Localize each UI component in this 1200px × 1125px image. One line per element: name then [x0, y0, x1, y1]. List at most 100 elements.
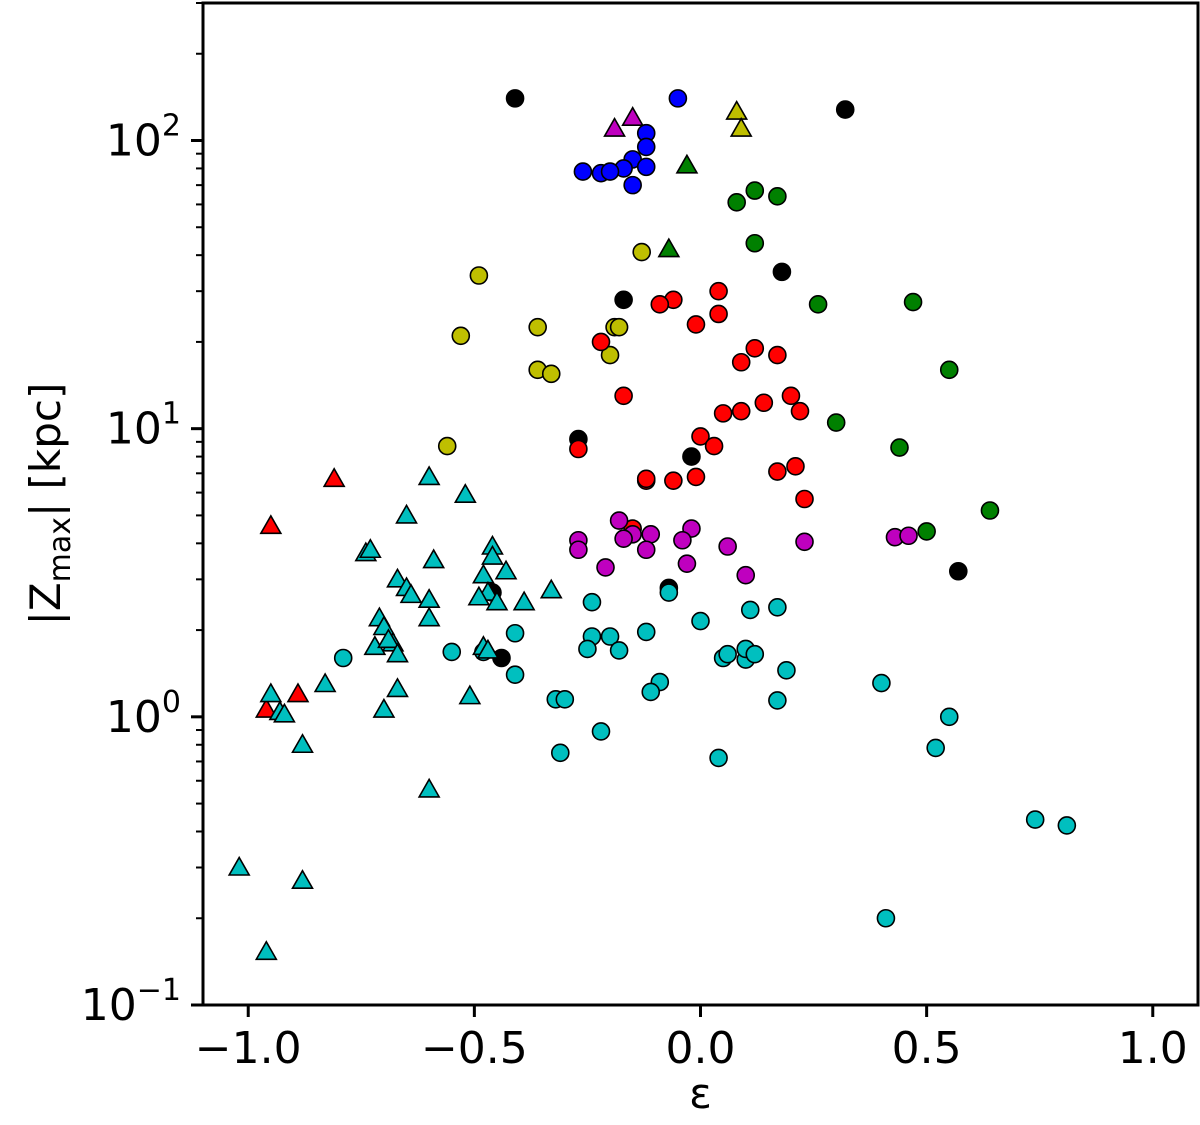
circle-marker	[442, 642, 462, 662]
circle-marker	[768, 597, 787, 617]
circle-marker	[768, 345, 787, 365]
triangle-marker	[386, 567, 409, 588]
triangle-marker	[322, 467, 346, 488]
circle-marker	[890, 438, 909, 457]
triangle-marker	[539, 578, 563, 599]
circle-marker	[768, 691, 787, 710]
circle-marker	[768, 187, 787, 206]
circle-marker	[614, 529, 633, 549]
circle-marker	[650, 295, 670, 314]
circle-marker	[677, 554, 697, 573]
circle-marker	[505, 665, 525, 685]
plot-frame	[201, 1, 1200, 1007]
circle-marker	[939, 360, 959, 380]
triangle-marker	[467, 585, 491, 606]
circle-marker	[727, 193, 746, 212]
circle-marker	[582, 592, 602, 612]
circle-marker	[876, 908, 896, 928]
circle-marker	[686, 467, 706, 487]
major-ticks	[191, 138, 1155, 1017]
triangle-marker	[313, 672, 337, 693]
circle-marker	[641, 682, 661, 702]
circle-marker	[777, 661, 796, 680]
circle-marker	[569, 540, 588, 560]
y-tick-label: 100	[106, 685, 181, 743]
circle-marker	[609, 511, 629, 530]
circle-marker	[333, 648, 353, 668]
triangle-marker	[657, 237, 681, 258]
circle-marker	[1057, 816, 1077, 835]
circle-marker	[903, 292, 923, 312]
circle-marker	[939, 707, 959, 727]
triangle-marker	[725, 99, 749, 120]
triangle-marker	[395, 503, 418, 524]
circle-marker	[636, 622, 656, 642]
y-tick-base: 10	[81, 980, 137, 1031]
data-markers	[227, 89, 1077, 961]
x-tick-label: −0.5	[421, 1023, 528, 1074]
circle-marker	[437, 436, 457, 456]
triangle-marker	[675, 153, 699, 174]
triangle-marker	[386, 642, 409, 663]
circle-marker	[745, 181, 765, 200]
circle-marker	[772, 262, 792, 282]
triangle-marker	[372, 697, 396, 718]
circle-marker	[691, 427, 710, 446]
triangle-marker	[417, 777, 441, 798]
circle-marker	[980, 501, 1000, 520]
circle-marker	[609, 641, 629, 660]
circle-marker	[664, 471, 683, 490]
circle-marker	[600, 162, 620, 181]
circle-marker	[926, 738, 945, 758]
triangle-marker	[291, 869, 314, 889]
circle-marker	[835, 100, 855, 119]
circle-marker	[636, 540, 656, 560]
circle-marker	[790, 401, 810, 421]
circle-marker	[609, 317, 629, 337]
circle-marker	[704, 436, 724, 456]
circle-marker	[731, 401, 751, 421]
circle-marker	[754, 393, 774, 413]
circle-marker	[641, 524, 661, 544]
triangle-marker	[254, 940, 278, 961]
circle-marker	[555, 690, 575, 709]
triangle-marker	[259, 682, 283, 703]
circle-marker	[917, 522, 936, 541]
circle-marker	[899, 526, 918, 546]
circle-marker	[469, 266, 489, 285]
circle-marker	[731, 352, 751, 372]
triangle-marker	[227, 855, 251, 876]
circle-marker	[614, 290, 633, 310]
triangle-marker	[377, 628, 400, 649]
circle-marker	[636, 157, 656, 177]
y-tick-label: 102	[106, 108, 181, 166]
triangle-marker	[417, 465, 441, 486]
triangle-marker	[512, 590, 536, 611]
circle-marker	[709, 748, 728, 768]
circle-marker	[668, 89, 688, 108]
triangle-marker	[621, 106, 645, 126]
circle-marker	[795, 532, 814, 552]
triangle-marker	[273, 702, 296, 723]
circle-marker	[740, 600, 760, 620]
circle-marker	[591, 722, 611, 741]
circle-marker	[673, 530, 692, 550]
triangle-marker	[358, 538, 382, 559]
circle-marker	[1025, 810, 1045, 829]
circle-marker	[745, 644, 765, 664]
circle-marker	[826, 413, 846, 432]
circle-marker	[795, 489, 814, 509]
y-tick-exponent: −1	[137, 973, 181, 1008]
triangle-marker	[291, 733, 314, 754]
triangle-marker	[453, 483, 477, 503]
y-tick-label: 101	[106, 397, 181, 455]
circle-marker	[596, 558, 615, 577]
triangle-marker	[417, 606, 441, 627]
circle-marker	[541, 364, 561, 384]
x-tick-label: 1.0	[1118, 1023, 1188, 1074]
circle-marker	[713, 404, 733, 423]
circle-marker	[451, 326, 471, 346]
circle-marker	[528, 317, 547, 337]
triangle-marker	[472, 563, 495, 584]
